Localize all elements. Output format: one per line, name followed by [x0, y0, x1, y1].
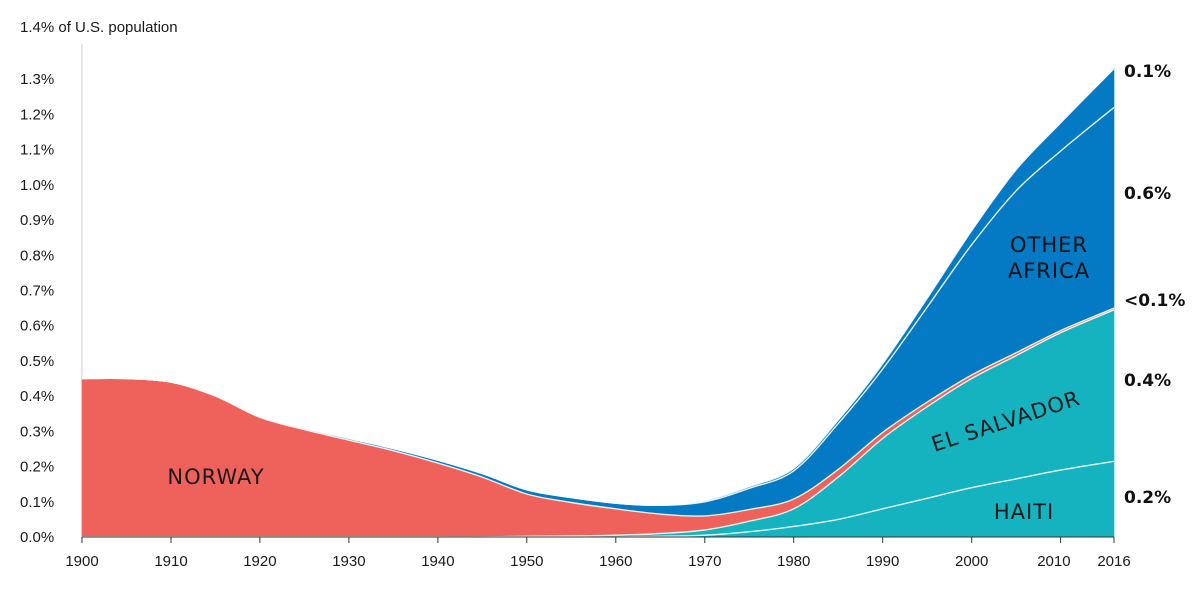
y-tick-label: 0.1% — [20, 494, 54, 511]
x-tick-label: 1990 — [866, 553, 899, 570]
side-label-norway: <0.1% — [1124, 291, 1185, 311]
x-tick-label: 1910 — [154, 553, 187, 570]
y-tick-label: 0.8% — [20, 247, 54, 264]
y-tick-label: 0.9% — [20, 212, 54, 229]
side-label-nigeria: 0.1% — [1124, 62, 1171, 82]
y-axis-unit-label: 1.4% of U.S. population — [20, 19, 178, 36]
y-tick-label: 0.3% — [20, 423, 54, 440]
x-tick-label: 1950 — [510, 553, 543, 570]
x-tick-label: 2010 — [1037, 553, 1070, 570]
y-tick-label: 1.2% — [20, 106, 54, 123]
other-africa-line-1: OTHER — [1010, 233, 1088, 257]
boundary-norway — [81, 307, 1115, 517]
x-tick-label: 2016 — [1097, 553, 1130, 570]
y-axis-ticks: 0.0% 0.1% 0.2% 0.3% 0.4% 0.5% 0.6% 0.7% 0.8% 0.9%… — [20, 71, 54, 546]
y-tick-label: 0.5% — [20, 353, 54, 370]
y-tick-label: 1.0% — [20, 177, 54, 194]
x-tick-label: 1900 — [65, 553, 98, 570]
other-africa-line-2: AFRICA — [1008, 259, 1090, 283]
x-axis-ticks: 1900 1910 1920 1930 1940 1950 1960 1970 1980 1990… — [65, 537, 1131, 570]
y-tick-label: 0.0% — [20, 529, 54, 546]
x-tick-label: 1920 — [243, 553, 276, 570]
x-tick-label: 1930 — [332, 553, 365, 570]
side-label-other-africa: 0.6% — [1124, 184, 1171, 204]
area-label-other-africa: OTHER AFRICA — [1008, 233, 1090, 283]
x-tick-label: 1970 — [688, 553, 721, 570]
x-tick-label: 1940 — [421, 553, 454, 570]
side-label-haiti: 0.2% — [1124, 488, 1171, 508]
y-tick-label: 1.3% — [20, 71, 54, 88]
boundary-nigeria — [81, 68, 1115, 507]
side-label-el-salvador: 0.4% — [1124, 371, 1171, 391]
y-tick-label: 0.6% — [20, 318, 54, 335]
y-tick-label: 1.1% — [20, 142, 54, 159]
x-tick-label: 1960 — [599, 553, 632, 570]
y-tick-label: 0.2% — [20, 459, 54, 476]
x-tick-label: 1980 — [777, 553, 810, 570]
area-label-haiti: HAITI — [994, 500, 1054, 524]
y-tick-label: 0.4% — [20, 388, 54, 405]
y-tick-label: 0.7% — [20, 283, 54, 300]
x-tick-label: 2000 — [955, 553, 988, 570]
area-label-norway: NORWAY — [167, 465, 264, 489]
